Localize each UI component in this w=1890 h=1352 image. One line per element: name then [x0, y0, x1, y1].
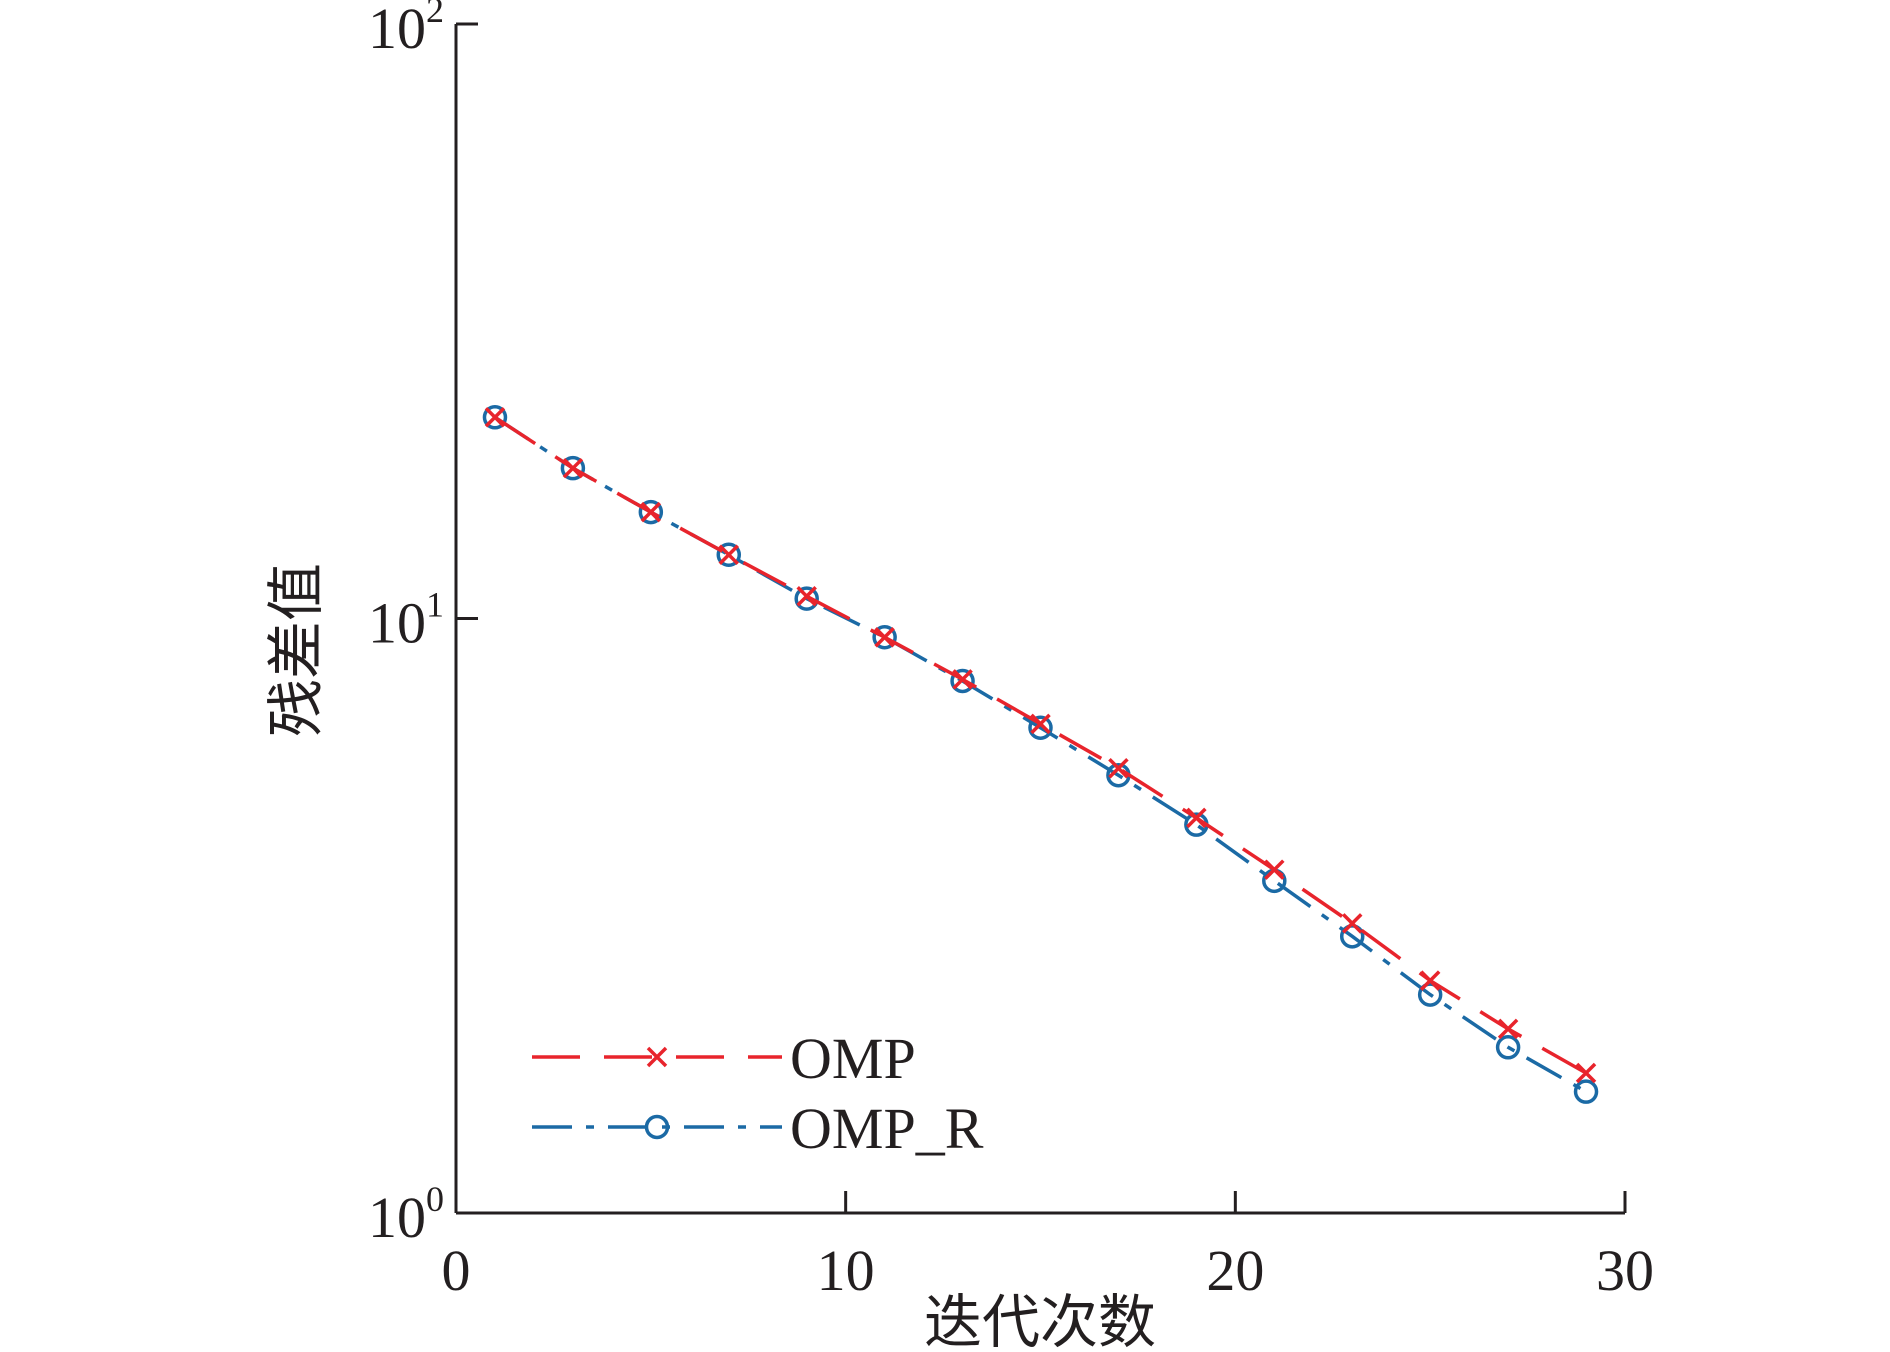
data-point-0 [640, 501, 662, 523]
data-point-1 [872, 624, 897, 650]
data-point-0 [1419, 970, 1441, 991]
data-point-0 [562, 457, 584, 479]
series-line-1 [494, 415, 1587, 1094]
x-tick-label: 20 [1206, 1238, 1264, 1303]
data-point-1 [1417, 982, 1443, 1007]
x-axis-label: 迭代次数 [924, 1290, 1156, 1352]
y-tick-label: 100 [368, 1179, 444, 1250]
x-tick-label: 0 [442, 1238, 471, 1303]
series-layer [482, 405, 1599, 1104]
data-point-1 [560, 455, 586, 481]
data-point-1 [1028, 715, 1053, 740]
data-point-0 [1264, 859, 1285, 880]
ticks: 0 10 20 30 100 101 102 [368, 0, 1654, 1303]
data-point-0 [1186, 807, 1207, 829]
data-point-1 [1495, 1035, 1521, 1060]
legend-marker-0 [646, 1046, 668, 1068]
data-point-0 [718, 544, 740, 566]
data-point-0 [1497, 1018, 1519, 1040]
data-point-0 [1108, 757, 1129, 779]
y-tick-label: 101 [368, 585, 444, 656]
data-point-0 [484, 407, 506, 428]
x-tick-label: 10 [817, 1238, 875, 1303]
legend-marker-1 [644, 1114, 670, 1140]
data-point-1 [482, 405, 508, 430]
data-point-0 [1030, 713, 1051, 735]
data-point-1 [716, 542, 742, 568]
data-point-1 [638, 499, 664, 525]
x-tick-label: 30 [1596, 1238, 1654, 1303]
legend-label-0: OMP [790, 1026, 916, 1091]
data-point-0 [1341, 913, 1363, 934]
data-point-1 [950, 668, 975, 694]
data-point-0 [874, 626, 895, 648]
data-point-0 [952, 669, 973, 690]
data-point-1 [1573, 1079, 1599, 1104]
data-point-0 [1575, 1062, 1597, 1084]
y-tick-label: 102 [368, 0, 444, 61]
data-point-0 [796, 586, 817, 607]
legend-label-1: OMP_R [790, 1096, 984, 1161]
y-axis-label: 残差值 [264, 563, 329, 737]
data-point-1 [794, 586, 819, 611]
axes [454, 24, 1625, 1215]
